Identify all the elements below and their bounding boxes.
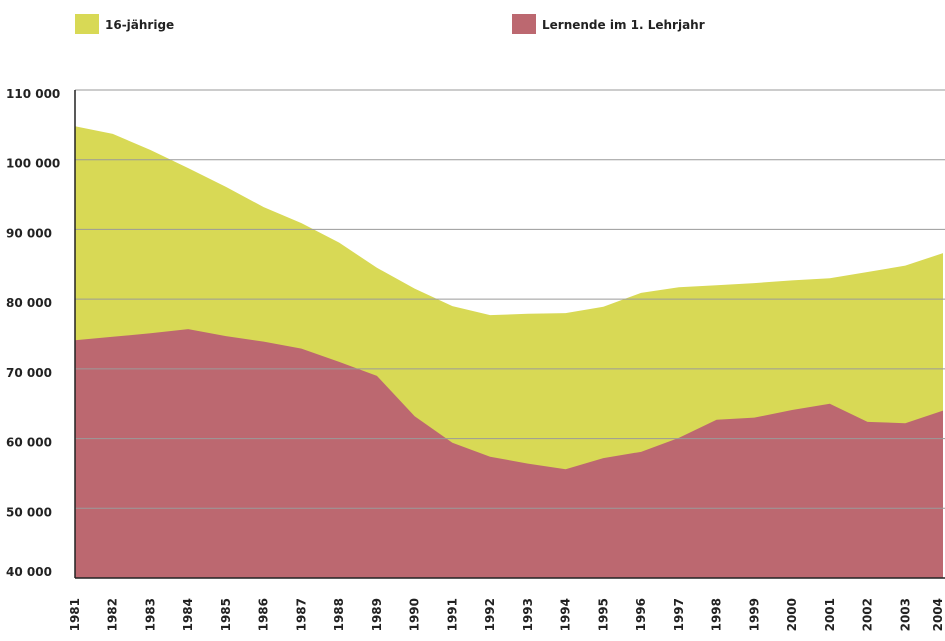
x-tick-label: 1983 bbox=[143, 598, 157, 631]
legend-label: 16-jährige bbox=[105, 18, 174, 32]
area bbox=[75, 329, 943, 578]
legend-swatch bbox=[75, 14, 99, 34]
x-tick-label: 1990 bbox=[408, 598, 422, 631]
x-tick-label: 1982 bbox=[106, 598, 120, 631]
x-tick-label: 2002 bbox=[861, 598, 875, 631]
y-tick-label: 60 000 bbox=[6, 436, 52, 450]
x-tick-label: 1996 bbox=[634, 598, 648, 631]
x-tick-label: 1995 bbox=[596, 598, 610, 631]
x-tick-label: 1987 bbox=[294, 598, 308, 631]
x-tick-label: 2001 bbox=[823, 598, 837, 631]
legend-swatch bbox=[512, 14, 536, 34]
x-tick-label: 1994 bbox=[559, 598, 573, 631]
y-tick-label: 70 000 bbox=[6, 366, 52, 380]
x-tick-label: 2000 bbox=[785, 598, 799, 631]
y-tick-label: 80 000 bbox=[6, 296, 52, 310]
x-tick-label: 1985 bbox=[219, 598, 233, 631]
y-tick-label: 40 000 bbox=[6, 565, 52, 579]
x-tick-label: 2003 bbox=[898, 598, 912, 631]
x-tick-label: 1993 bbox=[521, 598, 535, 631]
y-tick-label: 100 000 bbox=[6, 157, 60, 171]
x-tick-label: 1997 bbox=[672, 598, 686, 631]
x-tick-label: 1991 bbox=[445, 598, 459, 631]
x-tick-label: 1988 bbox=[332, 598, 346, 631]
x-tick-label: 1984 bbox=[181, 598, 195, 631]
x-tick-label: 1999 bbox=[747, 598, 761, 631]
legend-label: Lernende im 1. Lehrjahr bbox=[542, 18, 705, 32]
y-tick-label: 50 000 bbox=[6, 505, 52, 519]
x-tick-label: 1986 bbox=[257, 598, 271, 631]
y-tick-label: 110 000 bbox=[6, 87, 60, 101]
x-tick-label: 2004 bbox=[931, 598, 945, 631]
y-tick-label: 90 000 bbox=[6, 226, 52, 240]
x-tick-label: 1981 bbox=[68, 598, 82, 631]
x-tick-label: 1998 bbox=[710, 598, 724, 631]
x-tick-label: 1992 bbox=[483, 598, 497, 631]
x-tick-label: 1989 bbox=[370, 598, 384, 631]
